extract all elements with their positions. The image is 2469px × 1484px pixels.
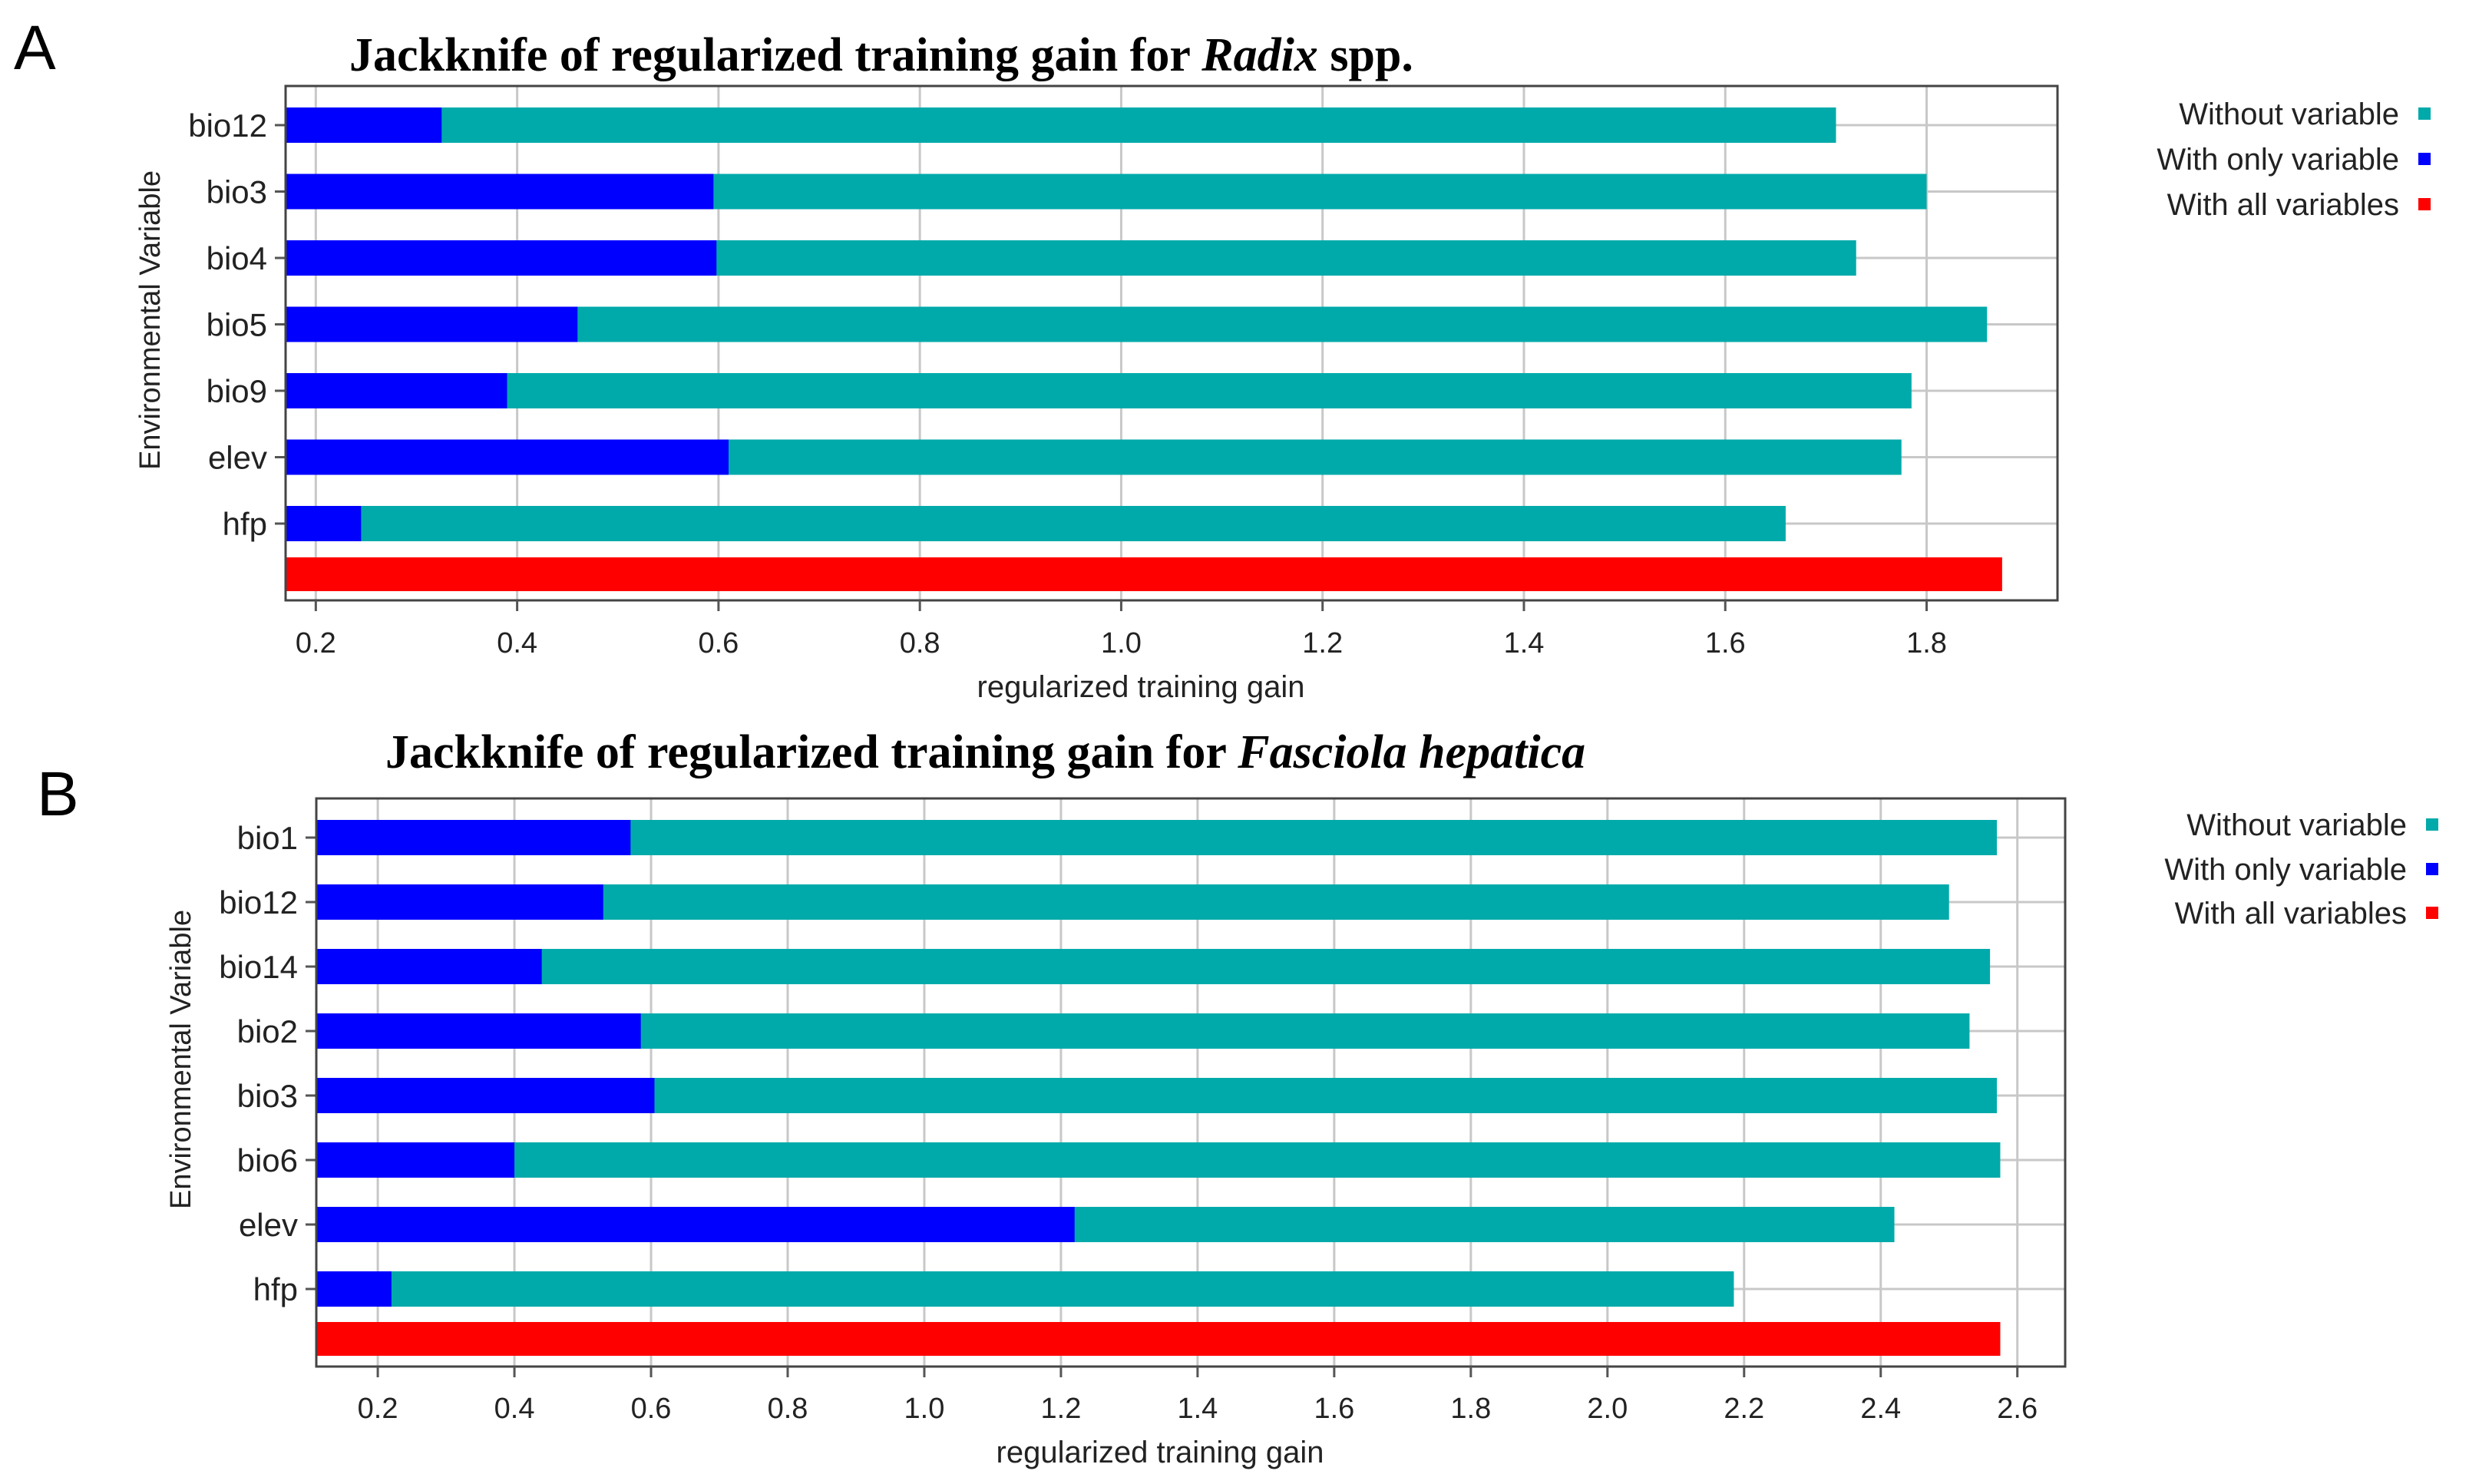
x-tick-label: 0.4 (497, 627, 537, 659)
legend-label: With only variable (2157, 143, 2399, 177)
chart-panel-b: B Jackknife of regularized training gain … (37, 726, 2438, 1469)
x-tick-label: 1.8 (1450, 1393, 1491, 1425)
bar-with-only-variable (286, 107, 442, 143)
legend-swatch (2426, 907, 2438, 919)
chart-title-italic: Radix (1201, 29, 1318, 81)
y-tick-label: bio1 (237, 820, 298, 856)
y-tick-label: bio2 (237, 1013, 298, 1049)
plot-frame (315, 797, 2067, 1368)
bar-without-variable (286, 107, 1836, 143)
bar-with-only-variable (286, 506, 362, 541)
x-tick-label: 2.6 (1997, 1393, 2038, 1425)
x-tick-label: 0.2 (358, 1393, 398, 1425)
bar-with-only-variable (316, 820, 631, 855)
bar-with-only-variable (316, 1142, 515, 1178)
legend-label: With all variables (2175, 897, 2407, 930)
y-tick-label: bio4 (207, 240, 267, 276)
x-tick-label: 1.8 (1906, 627, 1947, 659)
legend-swatch (2418, 198, 2431, 210)
y-tick-label: elev (208, 440, 267, 476)
chart-title-italic: Fasciola hepatica (1237, 726, 1585, 778)
chart-title: Jackknife of regularized training gain f… (385, 726, 1585, 778)
bar-with-only-variable (316, 1013, 641, 1049)
y-tick-label: bio6 (237, 1142, 298, 1178)
y-tick-label: bio14 (219, 949, 298, 985)
bar-without-variable (286, 506, 1786, 541)
bar-without-variable (316, 1271, 1734, 1307)
legend-label: With all variables (2167, 188, 2399, 222)
x-tick-label: 2.4 (1860, 1393, 1901, 1425)
x-tick-label: 0.8 (900, 627, 940, 659)
x-axis-label: regularized training gain (977, 670, 1305, 704)
x-tick-label: 0.6 (698, 627, 739, 659)
legend: Without variable With only variable With a… (2157, 98, 2431, 222)
panel-label: A (14, 13, 56, 83)
bar-without-variable (316, 1142, 2001, 1178)
x-tick-label: 1.6 (1314, 1393, 1354, 1425)
x-tick-label: 2.0 (1587, 1393, 1628, 1425)
legend-label: Without variable (2179, 98, 2399, 131)
legend-label: With only variable (2164, 853, 2407, 887)
bar-with-only-variable (316, 884, 603, 920)
bar-with-only-variable (286, 439, 729, 475)
legend: Without variable With only variable With a… (2164, 808, 2438, 930)
x-tick-label: 0.2 (296, 627, 336, 659)
bar-with-only-variable (286, 306, 578, 342)
x-tick-label: 1.4 (1504, 627, 1545, 659)
x-tick-label: 1.2 (1302, 627, 1343, 659)
legend-label: Without variable (2186, 808, 2407, 842)
x-tick-label: 1.2 (1041, 1393, 1082, 1425)
x-tick-label: 0.8 (768, 1393, 808, 1425)
bar-with-only-variable (316, 949, 542, 984)
bar-with-only-variable (286, 174, 714, 210)
y-tick-label: bio5 (207, 307, 267, 343)
y-tick-label: bio3 (207, 174, 267, 210)
y-tick-label: bio12 (188, 107, 267, 144)
y-tick-label: bio12 (219, 884, 298, 920)
bar-with-all-variables (316, 1322, 2001, 1356)
plot-frame (284, 84, 2059, 602)
y-tick-label: elev (239, 1207, 298, 1243)
y-axis-label: Environmental Variable (134, 170, 167, 470)
bar-with-only-variable (316, 1271, 392, 1307)
bar-with-only-variable (286, 373, 507, 408)
x-tick-label: 1.0 (1101, 627, 1142, 659)
x-axis-label: regularized training gain (997, 1436, 1324, 1469)
x-tick-label: 1.4 (1177, 1393, 1218, 1425)
panel-label: B (37, 759, 79, 829)
chart-title-prefix: Jackknife of regularized training gain f… (349, 29, 1201, 81)
chart-panel-a: A Jackknife of regularized training gain … (14, 13, 2431, 704)
bar-with-only-variable (316, 1078, 655, 1113)
bar-without-variable (286, 373, 1912, 408)
bar-without-variable (316, 949, 1991, 984)
bar-with-only-variable (286, 240, 717, 276)
chart-title-prefix: Jackknife of regularized training gain f… (385, 726, 1238, 778)
chart-title-suffix: spp. (1318, 29, 1413, 81)
y-tick-label: hfp (253, 1271, 298, 1307)
bar-with-all-variables (286, 557, 2002, 591)
chart-title: Jackknife of regularized training gain f… (349, 29, 1413, 81)
bar-with-only-variable (316, 1207, 1075, 1242)
legend-swatch (2426, 818, 2438, 831)
x-tick-label: 1.6 (1705, 627, 1746, 659)
y-tick-label: bio9 (207, 373, 267, 409)
x-tick-label: 1.0 (904, 1393, 945, 1425)
x-tick-label: 2.2 (1724, 1393, 1764, 1425)
x-tick-label: 0.4 (494, 1393, 535, 1425)
legend-swatch (2418, 153, 2431, 165)
legend-swatch (2418, 107, 2431, 120)
y-tick-label: hfp (223, 506, 267, 542)
x-tick-label: 0.6 (631, 1393, 672, 1425)
legend-swatch (2426, 863, 2438, 875)
y-axis-label: Environmental Variable (165, 910, 197, 1209)
y-tick-label: bio3 (237, 1078, 298, 1114)
